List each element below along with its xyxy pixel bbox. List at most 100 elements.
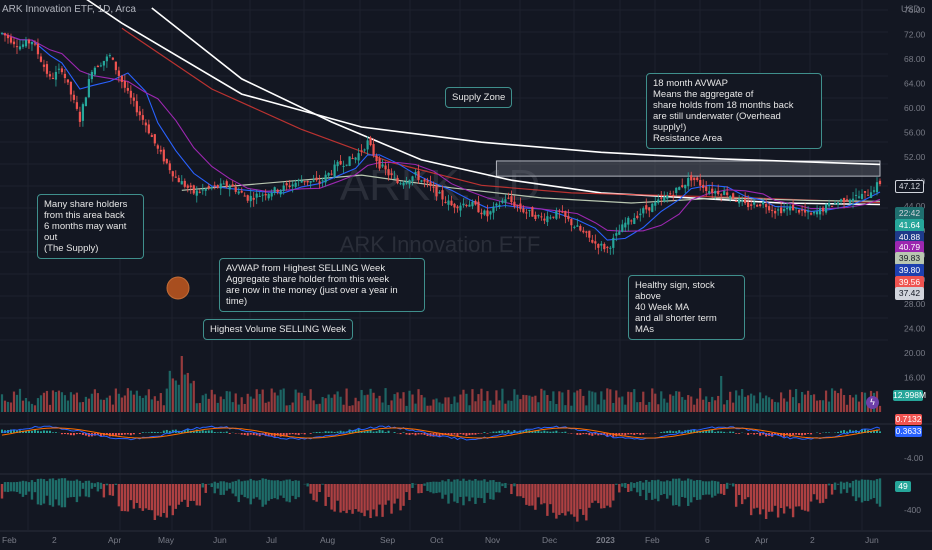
volume-bar <box>378 395 381 412</box>
oscillator-bar <box>363 484 366 517</box>
volume-bar <box>27 401 31 412</box>
volume-bar <box>603 399 606 412</box>
oscillator-bar <box>81 482 85 489</box>
oscillator-bar <box>72 480 76 498</box>
candle <box>480 212 483 215</box>
volume-bar <box>288 405 291 412</box>
oscillator-bar <box>93 483 97 487</box>
oscillator-bar <box>875 479 879 504</box>
volume-bar <box>39 395 43 412</box>
candle <box>411 176 414 182</box>
price-axis-tick: 28.00 <box>904 299 926 309</box>
lightning-icon[interactable]: ϟ <box>866 396 879 409</box>
volume-bar <box>117 393 120 412</box>
oscillator-bar <box>3 482 7 492</box>
oscillator-bar <box>725 482 729 489</box>
oscillator-bar <box>618 484 621 493</box>
healthy-sign-note[interactable]: Healthy sign, stock above 40 Week MA and… <box>628 275 745 340</box>
candle <box>246 195 249 201</box>
oscillator-bar <box>687 478 690 506</box>
candle <box>333 164 336 177</box>
volume-bar <box>72 394 76 412</box>
volume-bar <box>768 397 771 412</box>
candle <box>231 184 234 187</box>
volume-bar <box>735 390 738 412</box>
oscillator-bar <box>69 480 73 498</box>
candle <box>252 197 255 200</box>
oscillator-bar <box>764 484 768 519</box>
macd-histogram-bar <box>30 430 33 433</box>
oscillator-bar <box>150 484 154 511</box>
candle <box>678 187 681 190</box>
oscillator-bar <box>779 484 783 508</box>
macd-histogram-bar <box>477 433 480 434</box>
volume-bar <box>327 394 330 412</box>
many-holders-note[interactable]: Many share holders from this area back 6… <box>37 194 144 259</box>
candle <box>513 201 516 207</box>
macd-histogram-bar <box>738 433 741 434</box>
avwap-18-month-note[interactable]: 18 month AVWAP Means the aggregate of sh… <box>646 73 822 149</box>
candle <box>821 207 825 212</box>
volume-bar <box>480 388 483 412</box>
oscillator-tag: 49 <box>895 481 911 492</box>
volume-bar <box>516 394 519 412</box>
macd-histogram-bar <box>792 433 795 436</box>
oscillator-bar <box>492 480 495 500</box>
candle <box>6 34 10 39</box>
candle <box>606 246 609 248</box>
candle <box>696 177 699 181</box>
oscillator-bar <box>639 480 642 497</box>
oscillator-bar <box>489 480 492 500</box>
macd-histogram-bar <box>159 432 162 433</box>
oscillator-bar <box>183 484 186 500</box>
oscillator-bar <box>444 481 447 495</box>
candle <box>809 213 813 215</box>
avwap-selling-week-note[interactable]: AVWAP from Highest SELLING Week Aggregat… <box>219 258 425 312</box>
supply-zone-note[interactable]: Supply Zone <box>445 87 513 108</box>
candle <box>306 180 309 183</box>
volume-bar <box>537 402 540 412</box>
candle <box>282 185 285 191</box>
candle <box>63 73 67 78</box>
candle <box>609 247 612 249</box>
oscillator-bar <box>312 484 315 501</box>
oscillator-bar <box>204 484 207 493</box>
candle <box>396 177 399 184</box>
oscillator-bar <box>234 480 237 497</box>
oscillator-bar <box>486 481 489 493</box>
highest-volume-note[interactable]: Highest Volume SELLING Week <box>203 319 354 340</box>
candle <box>786 207 789 210</box>
oscillator-bar <box>378 484 381 505</box>
oscillator-bar <box>336 484 339 501</box>
volume-bar <box>696 398 699 412</box>
oscillator-bar <box>330 484 333 510</box>
macd-histogram-bar <box>408 433 411 435</box>
macd-histogram-bar <box>438 433 441 437</box>
volume-bar <box>711 396 714 412</box>
oscillator-bar <box>561 484 564 514</box>
volume-bar <box>555 404 558 412</box>
candle <box>789 206 792 211</box>
macd-histogram-bar <box>525 429 528 433</box>
candle <box>345 164 348 166</box>
candle <box>114 61 117 71</box>
volume-bar <box>276 395 279 412</box>
volume-bar <box>63 395 67 412</box>
volume-bar <box>636 402 639 412</box>
volume-bar <box>174 380 177 412</box>
candle <box>297 180 300 182</box>
oscillator-bar <box>369 484 372 519</box>
candle <box>360 150 363 152</box>
candle <box>24 40 28 47</box>
macd-histogram-bar <box>789 433 792 437</box>
oscillator-bar <box>408 484 411 501</box>
oscillator-bar <box>357 484 360 512</box>
macd-histogram-bar <box>498 430 501 433</box>
candle <box>780 207 783 214</box>
volume-bar <box>549 400 552 412</box>
macd-histogram-bar <box>585 433 588 435</box>
macd-histogram-bar <box>117 433 120 436</box>
candle <box>105 56 108 62</box>
volume-bar <box>836 393 840 412</box>
